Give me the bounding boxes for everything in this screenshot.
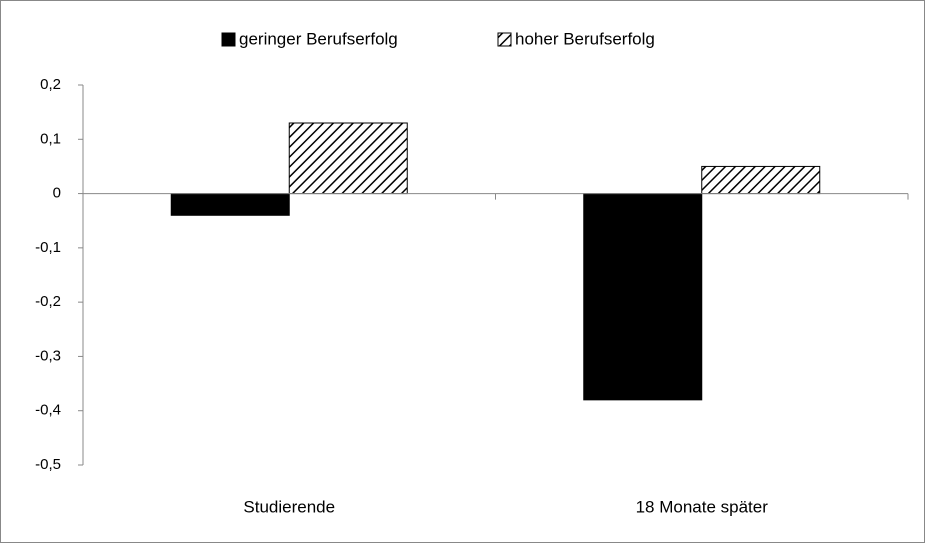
y-tick-label: 0,2 <box>40 76 61 93</box>
bar <box>288 122 408 195</box>
y-tick-label: -0,3 <box>35 347 61 364</box>
x-tick-label: Studierende <box>243 497 335 516</box>
bar <box>583 193 703 401</box>
legend-swatch <box>497 32 512 47</box>
y-tick-label: 0,1 <box>40 130 61 147</box>
y-tick-label: -0,5 <box>35 456 61 473</box>
y-tick-label: -0,1 <box>35 239 61 256</box>
bar <box>170 193 290 216</box>
x-tick-label: 18 Monate später <box>636 497 769 516</box>
y-tick-label: 0 <box>53 185 61 202</box>
bar <box>701 165 821 195</box>
y-tick-label: -0,2 <box>35 293 61 310</box>
legend-label: hoher Berufserfolg <box>515 29 655 48</box>
legend-swatch <box>221 32 236 47</box>
legend-label: geringer Berufserfolg <box>239 29 398 48</box>
y-tick-label: -0,4 <box>35 402 61 419</box>
